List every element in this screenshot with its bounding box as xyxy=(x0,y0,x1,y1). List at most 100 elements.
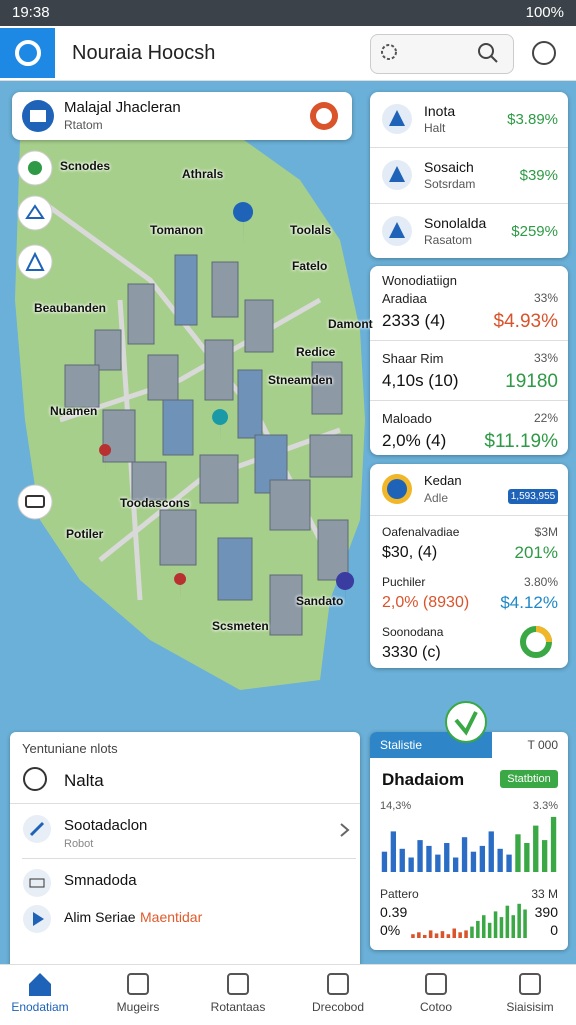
bar xyxy=(511,915,516,938)
building xyxy=(317,519,349,581)
stats-badge: Statbtion xyxy=(507,773,551,785)
list-title[interactable]: Nalta xyxy=(64,771,104,790)
market-amount: 4,10s (10) xyxy=(382,371,459,390)
search-icon[interactable] xyxy=(478,43,494,59)
nav-label[interactable]: Siaisisim xyxy=(506,1000,554,1014)
market-name: Aradiaa xyxy=(382,291,427,306)
bar xyxy=(488,831,494,872)
stats-label: 33 M xyxy=(531,887,558,901)
nav-label[interactable]: Mugeirs xyxy=(116,1000,160,1014)
building xyxy=(217,537,253,601)
map-pin[interactable] xyxy=(212,409,229,446)
detail-title: Kedan xyxy=(424,473,462,488)
divider xyxy=(370,203,568,204)
bar xyxy=(435,854,441,872)
map-label: Nuamen xyxy=(50,404,98,418)
nav-label[interactable]: Cotoo xyxy=(419,1000,453,1014)
bar xyxy=(517,903,521,938)
building xyxy=(174,254,198,326)
bar xyxy=(470,851,477,872)
bar xyxy=(533,825,539,872)
building xyxy=(269,479,311,531)
bar xyxy=(523,909,527,938)
stock-value: $39% xyxy=(519,167,558,184)
bar xyxy=(487,922,492,938)
bar xyxy=(515,834,521,872)
app-logo[interactable] xyxy=(0,28,55,78)
stats-tab-value: T 000 xyxy=(527,738,558,752)
map-button[interactable] xyxy=(17,195,53,231)
bar xyxy=(452,857,459,872)
detail-sub: Adle xyxy=(424,491,449,505)
building xyxy=(127,283,155,345)
nav-icon[interactable] xyxy=(422,970,450,998)
detail-amount: $30, (4) xyxy=(382,544,438,561)
list-title[interactable]: Smnadoda xyxy=(64,872,137,889)
nav-icon[interactable] xyxy=(324,970,352,998)
detail-pct: 3.80% xyxy=(523,575,558,589)
map-button[interactable] xyxy=(17,484,53,520)
market-card xyxy=(370,266,568,455)
nav-icon[interactable] xyxy=(224,970,252,998)
map-pin[interactable] xyxy=(336,572,355,612)
nav-icon[interactable] xyxy=(124,970,152,998)
nav-icon[interactable] xyxy=(26,970,54,998)
stats-title: Dhadaiom xyxy=(382,770,465,789)
nav-label[interactable]: Rotantaas xyxy=(210,1000,266,1014)
nav-label[interactable]: Drecobod xyxy=(311,1000,365,1014)
market-value: 19180 xyxy=(505,371,558,392)
stats-label: Pattero xyxy=(380,887,419,901)
bar xyxy=(422,934,427,938)
list-title[interactable]: Sootadaclon xyxy=(64,817,148,834)
list-header: Yentuniane nlots xyxy=(22,741,118,756)
status-bar xyxy=(0,0,576,26)
bar xyxy=(399,848,405,872)
bar xyxy=(440,931,445,938)
location-card[interactable] xyxy=(12,92,352,140)
location-badge xyxy=(310,102,338,130)
divider xyxy=(10,803,360,804)
list-title[interactable]: Alim Seriae xyxy=(64,909,136,925)
divider xyxy=(370,340,568,341)
map-pin[interactable] xyxy=(233,202,254,248)
building xyxy=(204,339,234,401)
badge-bg xyxy=(500,770,558,788)
map-pin[interactable] xyxy=(99,444,112,472)
chevron[interactable] xyxy=(338,822,352,838)
bar xyxy=(476,920,480,938)
list-icon xyxy=(23,815,51,843)
building xyxy=(131,461,167,501)
location-subtitle: Rtatom xyxy=(64,118,103,132)
map-label: Potiler xyxy=(66,527,104,541)
map-label: Toodascons xyxy=(120,496,190,510)
nav-label[interactable]: Enodatiam xyxy=(11,1000,69,1014)
building xyxy=(309,434,353,478)
clock-icon[interactable] xyxy=(532,41,556,65)
filter-icon[interactable] xyxy=(381,44,397,60)
building xyxy=(237,369,263,439)
market-amount: 2333 (4) xyxy=(382,311,446,330)
stats-value: 390 xyxy=(534,904,558,920)
building xyxy=(94,329,122,371)
building xyxy=(311,361,343,415)
bar xyxy=(434,933,439,938)
bar xyxy=(499,917,504,938)
logo-icon xyxy=(15,40,41,66)
nav-icon[interactable] xyxy=(516,970,544,998)
building xyxy=(269,574,303,636)
map-label: Fatelo xyxy=(292,259,328,273)
list-icon xyxy=(23,869,51,897)
building xyxy=(199,454,239,504)
stock-sub: Halt xyxy=(424,121,446,135)
bar xyxy=(390,831,397,872)
search-box[interactable] xyxy=(370,34,514,74)
list-tag: Maentidar xyxy=(140,909,203,925)
map-pin[interactable] xyxy=(174,573,187,600)
map-button-icon xyxy=(25,204,45,219)
detail-value: $4.12% xyxy=(500,593,558,612)
bar xyxy=(497,848,503,872)
detail-name: Oafenalvadiae xyxy=(382,525,460,539)
stats-tab-label[interactable]: Stalistie xyxy=(380,738,423,752)
bar xyxy=(411,934,415,938)
stock-value: $3.89% xyxy=(507,111,558,128)
